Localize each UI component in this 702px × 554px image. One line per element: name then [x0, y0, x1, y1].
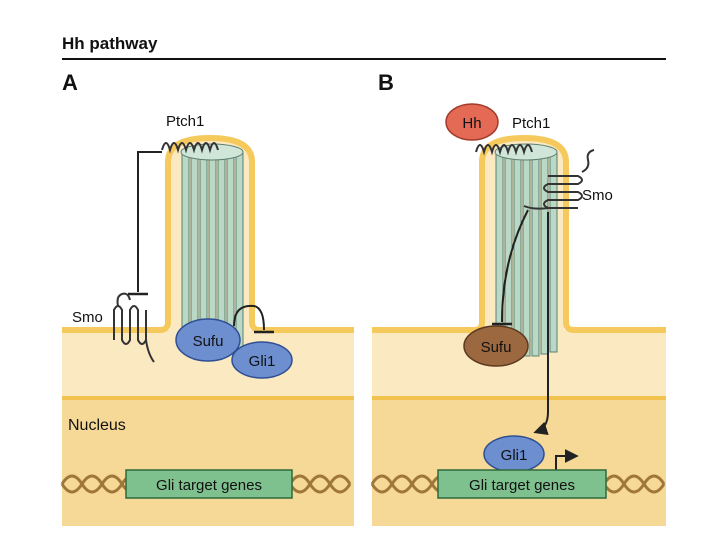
panel-a-sufu-inhibits-gli1 — [233, 304, 265, 331]
panel-a-ptch1-inhibits-smo — [137, 151, 162, 292]
panel-a-gli1 — [231, 341, 293, 379]
panel-b-gli1-label: Gli1 — [501, 447, 528, 464]
panel-b-transcription-arrow — [555, 449, 579, 470]
panel-a-ptch1-receptor — [161, 142, 219, 154]
panel-b-axoneme — [494, 143, 558, 357]
panel-b-membrane — [372, 134, 666, 333]
panel-b-letter: B — [378, 70, 394, 95]
panel-a-smo-receptor — [113, 292, 155, 363]
panel-a-membrane — [62, 134, 354, 333]
panel-a-letter: A — [62, 70, 78, 95]
panel-a-sufu-label: Sufu — [193, 333, 224, 350]
panel-b-gene-box — [437, 469, 607, 499]
panel-b-smo-activates-gli1 — [533, 212, 549, 436]
panel-b-ptch1-label: Ptch1 — [512, 115, 550, 132]
panel-a-gene-label: Gli target genes — [156, 477, 262, 494]
title-rule — [62, 58, 666, 60]
panel-a-nucleus — [62, 398, 354, 526]
panel-b-smo-label: Smo — [582, 187, 613, 204]
panel-a-nucleus-label: Nucleus — [68, 417, 126, 434]
panel-a-axoneme — [180, 143, 244, 357]
panel-b-gene-label: Gli target genes — [469, 477, 575, 494]
panel-b-hh-ligand — [445, 103, 499, 141]
panel-a-sufu — [175, 318, 241, 362]
panel-b-sufu — [463, 325, 529, 367]
panel-b: Hh Ptch1 Smo Sufu Gli1 Gli target genes — [370, 103, 666, 526]
panel-b-ptch1-receptor — [475, 144, 533, 156]
panel-a-gene-box — [125, 469, 293, 499]
panel-a-smo-label: Smo — [72, 309, 103, 326]
panel-b-smo-receptor — [523, 149, 595, 210]
panel-b-sufu-label: Sufu — [481, 339, 512, 356]
panel-a: Ptch1 Smo Sufu Gli1 Nucleus Gli target g… — [60, 113, 354, 526]
panel-a-gli1-label: Gli1 — [249, 353, 276, 370]
panel-a-ptch1-label: Ptch1 — [166, 113, 204, 130]
figure-title: Hh pathway — [62, 34, 158, 53]
panel-b-hh-label: Hh — [462, 115, 481, 132]
panel-b-smo-inhibits-sufu — [501, 209, 529, 323]
